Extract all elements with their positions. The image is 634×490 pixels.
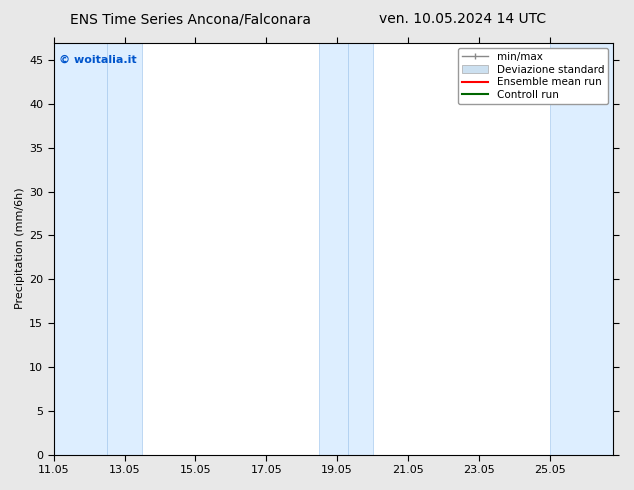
Legend: min/max, Deviazione standard, Ensemble mean run, Controll run: min/max, Deviazione standard, Ensemble m… (458, 48, 608, 104)
Text: © woitalia.it: © woitalia.it (60, 55, 137, 65)
Bar (320, 43, 347, 455)
Bar (54, 43, 107, 455)
Text: ven. 10.05.2024 14 UTC: ven. 10.05.2024 14 UTC (379, 12, 547, 26)
Y-axis label: Precipitation (mm/6h): Precipitation (mm/6h) (15, 188, 25, 309)
Text: ENS Time Series Ancona/Falconara: ENS Time Series Ancona/Falconara (70, 12, 311, 26)
Bar (347, 43, 373, 455)
Bar (550, 43, 614, 455)
Bar (107, 43, 142, 455)
